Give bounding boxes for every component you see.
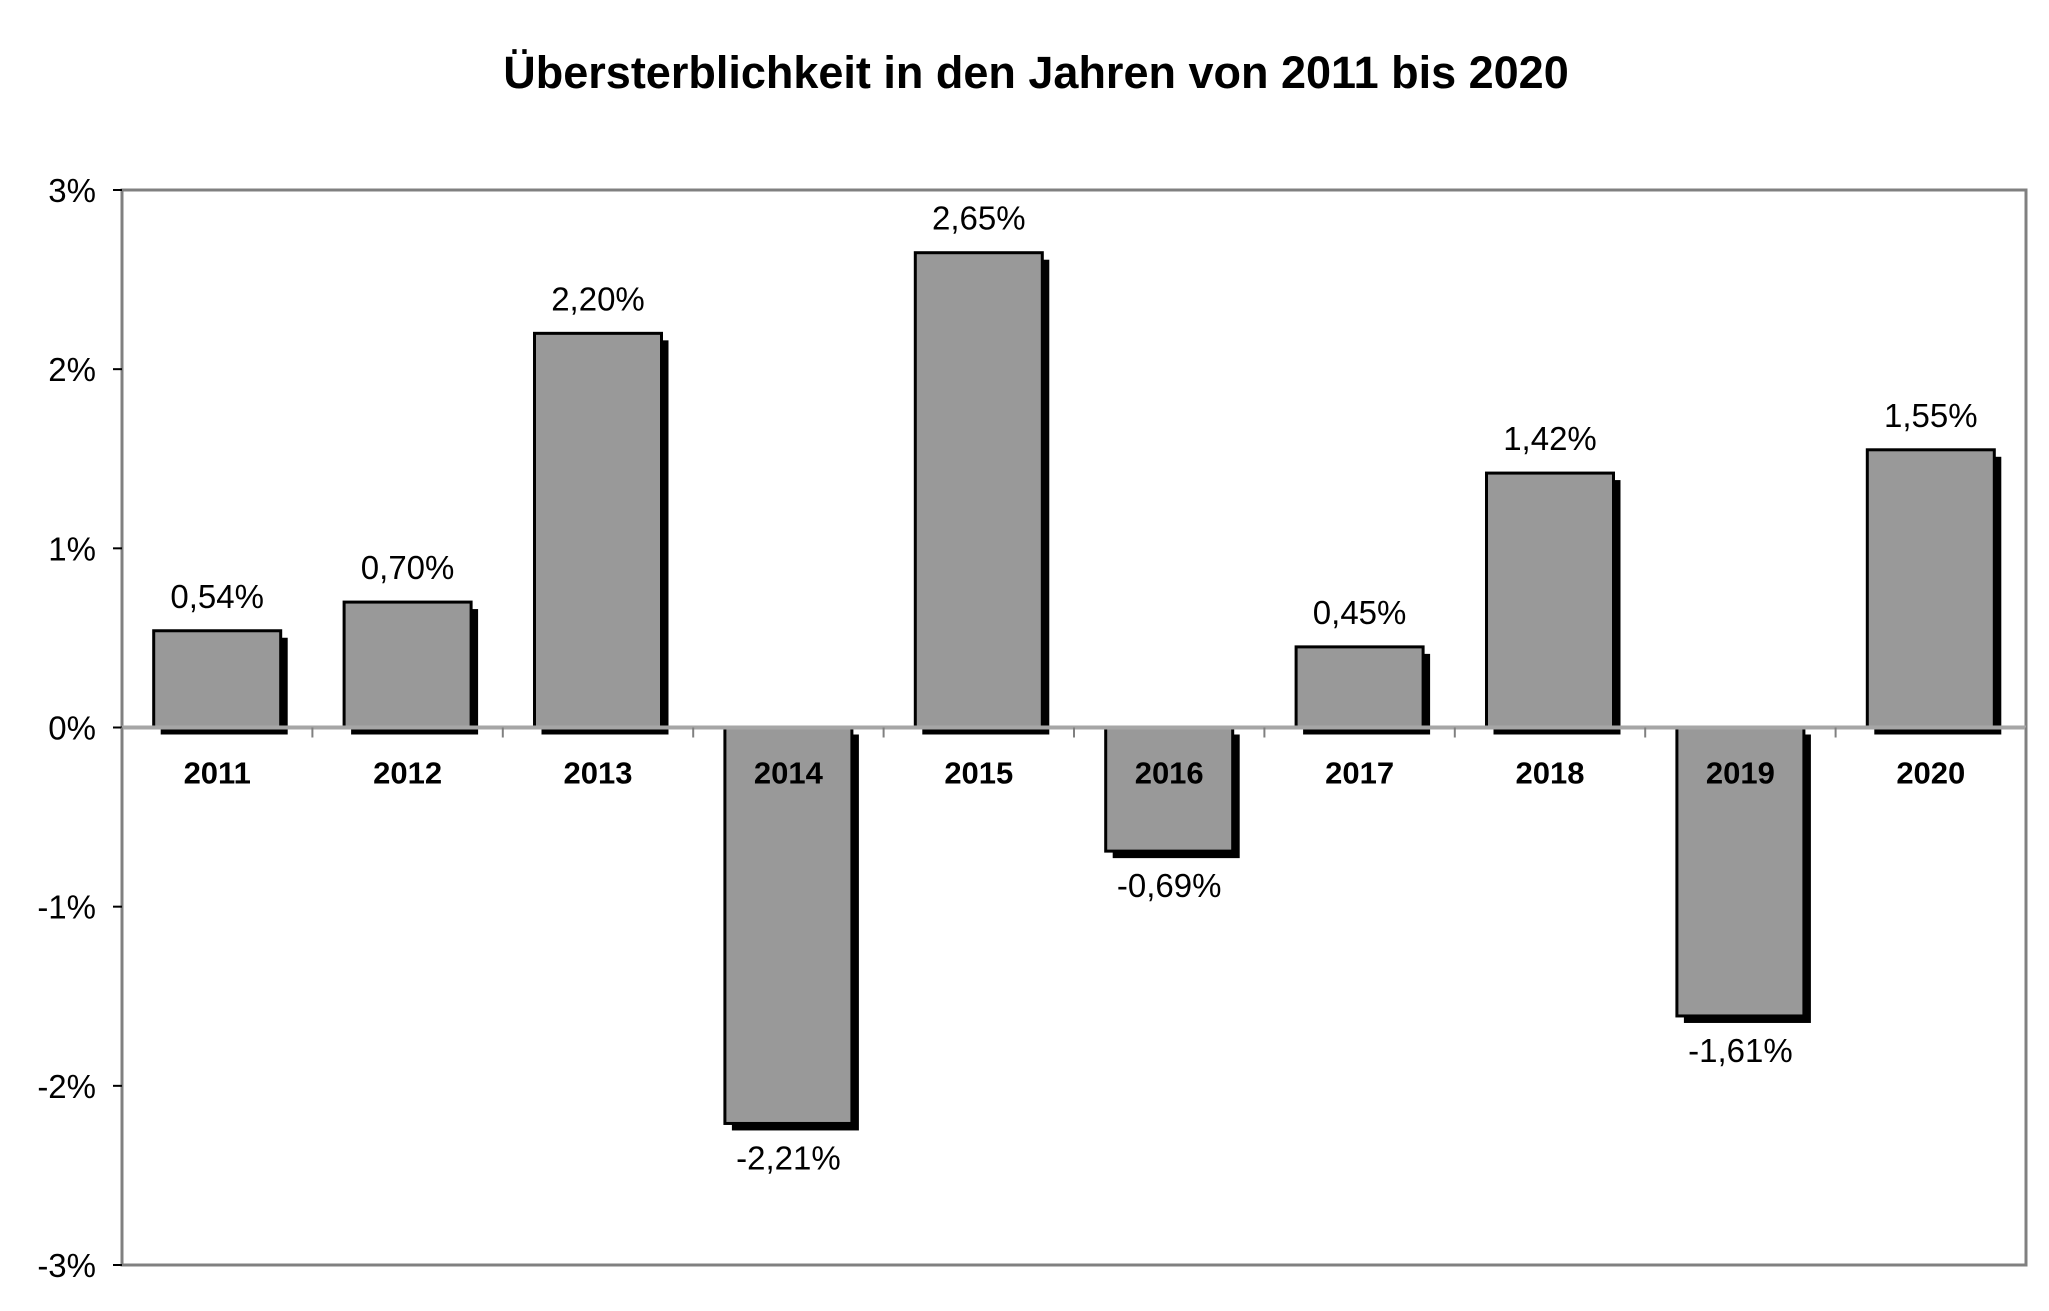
x-tick-label: 2014 xyxy=(754,756,824,791)
data-label: 2,20% xyxy=(551,280,645,317)
y-tick-label: 2% xyxy=(48,351,96,388)
y-tick-label: 1% xyxy=(48,530,96,567)
data-label: 1,55% xyxy=(1884,397,1978,434)
data-label: 2,65% xyxy=(932,200,1026,237)
bar-2012 xyxy=(342,600,473,729)
x-axis-labels: 2011 2012 2013 2014 2015 2016 2017 2018 2019 2020 xyxy=(184,756,1966,791)
data-label: 1,42% xyxy=(1503,420,1597,457)
data-label: 0,70% xyxy=(361,549,455,586)
bar-2011 xyxy=(152,629,283,729)
y-tick-label: 3% xyxy=(48,172,96,209)
data-label: -1,61% xyxy=(1688,1032,1793,1069)
chart-title: Übersterblichkeit in den Jahren von 2011… xyxy=(503,47,1568,98)
y-tick-label: -1% xyxy=(37,889,96,926)
zero-axis xyxy=(121,725,2027,738)
y-tick-label: -2% xyxy=(37,1068,96,1105)
data-labels: 0,54% 0,70% 2,20% -2,21% 2,65% -0,69% 0,45% 1,4… xyxy=(170,200,1977,1177)
data-label: -0,69% xyxy=(1117,867,1222,904)
x-tick-label: 2018 xyxy=(1516,756,1585,791)
data-label: 0,45% xyxy=(1313,594,1407,631)
bar-2019 xyxy=(1675,726,1806,1018)
x-tick-label: 2017 xyxy=(1325,756,1394,791)
x-tick-label: 2011 xyxy=(184,756,251,791)
bar-2015 xyxy=(913,251,1044,729)
bar-2020 xyxy=(1865,448,1996,729)
bar-2017 xyxy=(1294,645,1425,729)
bar-2016 xyxy=(1104,726,1235,853)
y-tick-label: 0% xyxy=(48,710,96,747)
x-tick-label: 2020 xyxy=(1896,756,1965,791)
x-tick-label: 2019 xyxy=(1706,756,1775,791)
x-tick-label: 2015 xyxy=(944,756,1013,791)
bar-2014 xyxy=(723,726,854,1125)
data-label: 0,54% xyxy=(170,578,264,615)
y-axis: 3% 2% 1% 0% -1% -2% -3% xyxy=(37,172,122,1284)
bars xyxy=(152,251,2002,1131)
x-tick-label: 2016 xyxy=(1135,756,1204,791)
bar-2018 xyxy=(1485,471,1615,730)
bar-2013 xyxy=(533,331,663,729)
data-label: -2,21% xyxy=(736,1139,841,1176)
x-tick-label: 2012 xyxy=(373,756,442,791)
y-tick-label: -3% xyxy=(37,1247,96,1284)
x-tick-label: 2013 xyxy=(564,756,633,791)
